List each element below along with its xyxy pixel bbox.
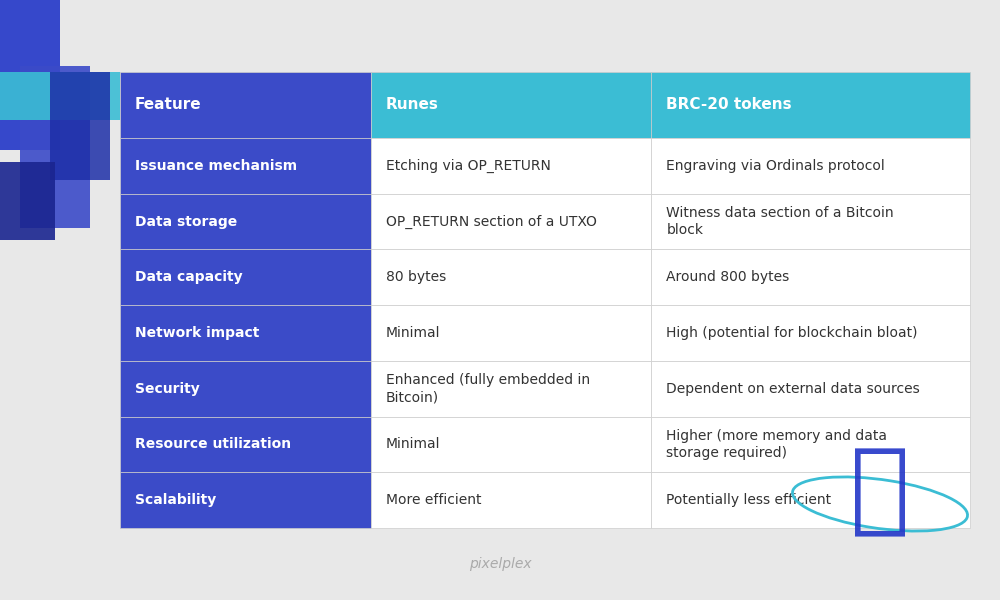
Text: Data storage: Data storage bbox=[135, 215, 237, 229]
FancyBboxPatch shape bbox=[371, 250, 651, 305]
Bar bbox=[20, 66, 90, 228]
FancyBboxPatch shape bbox=[120, 305, 371, 361]
Text: Higher (more memory and data
storage required): Higher (more memory and data storage req… bbox=[666, 429, 887, 460]
Text: High (potential for blockchain bloat): High (potential for blockchain bloat) bbox=[666, 326, 918, 340]
FancyBboxPatch shape bbox=[120, 194, 371, 250]
FancyBboxPatch shape bbox=[371, 305, 651, 361]
Text: Network impact: Network impact bbox=[135, 326, 259, 340]
Text: 80 bytes: 80 bytes bbox=[386, 270, 446, 284]
Text: Engraving via Ordinals protocol: Engraving via Ordinals protocol bbox=[666, 159, 885, 173]
Text: ₿: ₿ bbox=[850, 443, 910, 541]
FancyBboxPatch shape bbox=[651, 416, 970, 472]
FancyBboxPatch shape bbox=[651, 72, 970, 138]
FancyBboxPatch shape bbox=[651, 250, 970, 305]
FancyBboxPatch shape bbox=[120, 72, 371, 138]
FancyBboxPatch shape bbox=[120, 361, 371, 416]
Text: Resource utilization: Resource utilization bbox=[135, 437, 291, 451]
FancyBboxPatch shape bbox=[651, 472, 970, 528]
Text: BRC-20 tokens: BRC-20 tokens bbox=[666, 97, 792, 112]
Bar bbox=[0, 72, 120, 120]
FancyBboxPatch shape bbox=[371, 416, 651, 472]
Text: Around 800 bytes: Around 800 bytes bbox=[666, 270, 790, 284]
FancyBboxPatch shape bbox=[120, 416, 371, 472]
Text: Potentially less efficient: Potentially less efficient bbox=[666, 493, 831, 507]
Text: Security: Security bbox=[135, 382, 200, 396]
Text: Runes: Runes bbox=[386, 97, 439, 112]
Text: Issuance mechanism: Issuance mechanism bbox=[135, 159, 297, 173]
FancyBboxPatch shape bbox=[120, 472, 371, 528]
FancyBboxPatch shape bbox=[120, 138, 371, 194]
FancyBboxPatch shape bbox=[371, 72, 651, 138]
Text: Dependent on external data sources: Dependent on external data sources bbox=[666, 382, 920, 396]
FancyBboxPatch shape bbox=[371, 138, 651, 194]
Text: Data capacity: Data capacity bbox=[135, 270, 243, 284]
FancyBboxPatch shape bbox=[651, 305, 970, 361]
Text: Minimal: Minimal bbox=[386, 437, 440, 451]
Bar bbox=[0, 0, 60, 150]
FancyBboxPatch shape bbox=[371, 472, 651, 528]
Text: Enhanced (fully embedded in
Bitcoin): Enhanced (fully embedded in Bitcoin) bbox=[386, 373, 590, 404]
Text: Scalability: Scalability bbox=[135, 493, 216, 507]
Text: OP_RETURN section of a UTXO: OP_RETURN section of a UTXO bbox=[386, 215, 597, 229]
Text: More efficient: More efficient bbox=[386, 493, 481, 507]
FancyBboxPatch shape bbox=[651, 361, 970, 416]
FancyBboxPatch shape bbox=[651, 194, 970, 250]
Bar bbox=[50, 72, 110, 180]
Text: Witness data section of a Bitcoin
block: Witness data section of a Bitcoin block bbox=[666, 206, 894, 237]
Bar bbox=[0, 162, 55, 240]
Text: Etching via OP_RETURN: Etching via OP_RETURN bbox=[386, 159, 551, 173]
FancyBboxPatch shape bbox=[651, 138, 970, 194]
Text: Minimal: Minimal bbox=[386, 326, 440, 340]
FancyBboxPatch shape bbox=[371, 194, 651, 250]
FancyBboxPatch shape bbox=[371, 361, 651, 416]
Text: pixelplex: pixelplex bbox=[469, 557, 531, 571]
Text: Feature: Feature bbox=[135, 97, 202, 112]
FancyBboxPatch shape bbox=[120, 250, 371, 305]
